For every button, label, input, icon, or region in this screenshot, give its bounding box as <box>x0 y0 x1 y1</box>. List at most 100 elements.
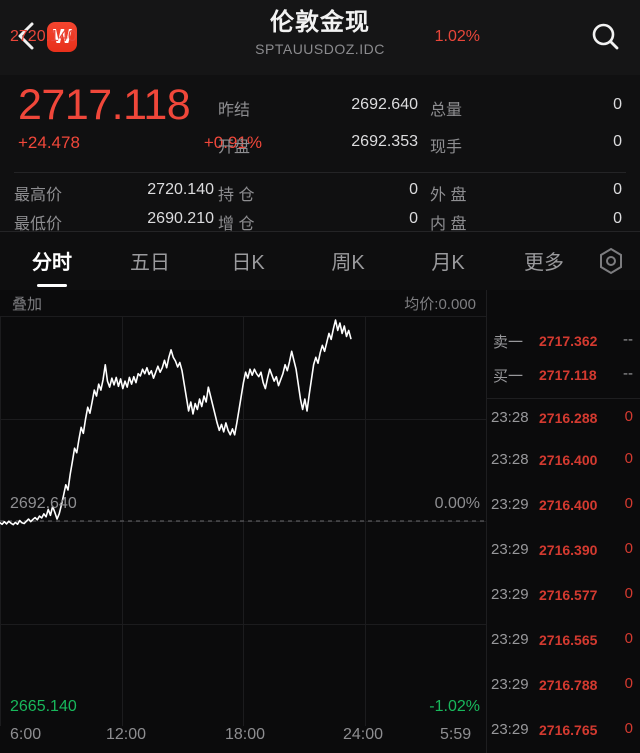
overlay-button[interactable]: 叠加 <box>12 296 43 313</box>
tick-time: 23:29 <box>491 496 529 513</box>
tick-time: 23:28 <box>491 451 529 468</box>
outer-volume-field: 外 盘 0 <box>430 181 622 204</box>
high-price-field: 最高价 2720.140 <box>14 181 214 204</box>
title-block: 伦敦金现 SPTAUUSDOZ.IDC <box>0 8 640 60</box>
average-price-label: 均价:0.000 <box>404 296 476 313</box>
app-header: W 伦敦金现 SPTAUUSDOZ.IDC <box>0 0 640 75</box>
tick-price: 2716.288 <box>539 410 598 426</box>
chart-low-percent-label: -1.02% <box>429 698 480 715</box>
low-price-field: 最低价 2690.210 <box>14 210 214 233</box>
low-price-value: 2690.210 <box>147 210 214 227</box>
total-volume-field: 总量 0 <box>430 96 622 119</box>
tab-more[interactable]: 更多 <box>512 246 576 275</box>
tick-volume: 0 <box>624 675 633 692</box>
tick-price: 2716.788 <box>539 677 598 693</box>
tab-five-day-label: 五日 <box>130 252 170 274</box>
tick-row[interactable]: 23:29 2716.565 0 <box>487 626 640 654</box>
open-field: 开盘 2692.353 <box>218 133 418 156</box>
tick-row[interactable]: 23:29 2716.577 0 <box>487 581 640 609</box>
intraday-chart[interactable]: 叠加 均价:0.000 <box>0 290 486 753</box>
page-subtitle-symbol: SPTAUUSDOZ.IDC <box>255 41 385 57</box>
back-chevron-icon[interactable] <box>14 19 40 53</box>
ask-price: 2717.362 <box>539 333 598 349</box>
x-tick-3: 24:00 <box>343 726 384 743</box>
chart-high-price-label: 2720.140 <box>10 28 77 45</box>
tick-time: 23:29 <box>491 631 529 648</box>
tick-volume: 0 <box>624 540 633 557</box>
tab-more-label: 更多 <box>524 252 564 274</box>
tick-time: 23:28 <box>491 409 529 426</box>
bid-row[interactable]: 买一 2717.118 -- <box>487 361 640 389</box>
current-volume-value: 0 <box>613 133 622 150</box>
tick-volume: 0 <box>624 408 633 425</box>
divider <box>487 398 640 399</box>
ask-row[interactable]: 卖一 2717.362 -- <box>487 327 640 355</box>
change-absolute: +24.478 <box>18 133 80 152</box>
tab-daily-k-label: 日K <box>231 252 265 274</box>
tab-five-day[interactable]: 五日 <box>118 246 182 275</box>
inner-volume-value: 0 <box>613 210 622 227</box>
current-volume-label: 现手 <box>430 139 463 156</box>
outer-volume-label: 外 盘 <box>430 187 467 204</box>
tick-volume: 0 <box>624 450 633 467</box>
chart-overlay-bar: 叠加 均价:0.000 <box>0 290 486 316</box>
holding-change-value: 0 <box>409 210 418 227</box>
tick-price: 2716.565 <box>539 632 598 648</box>
divider <box>0 231 640 232</box>
tick-time: 23:29 <box>491 721 529 738</box>
tick-volume: 0 <box>624 720 633 737</box>
tick-time: 23:29 <box>491 541 529 558</box>
tab-weekly-k[interactable]: 周K <box>316 246 380 275</box>
high-price-label: 最高价 <box>14 187 63 204</box>
ask-volume: -- <box>623 331 633 348</box>
low-price-label: 最低价 <box>14 216 63 233</box>
x-tick-2: 18:00 <box>225 726 266 743</box>
prev-close-label: 昨结 <box>218 102 251 119</box>
ask-label: 卖一 <box>493 334 524 351</box>
bid-price: 2717.118 <box>539 367 597 383</box>
tab-active-underline <box>37 284 67 287</box>
tab-fenshi[interactable]: 分时 <box>20 246 84 287</box>
quote-summary-panel: 2717.118 +24.478 +0.91% 昨结 2692.640 开盘 2… <box>0 75 640 233</box>
tick-row[interactable]: 23:28 2716.288 0 <box>487 404 640 432</box>
divider <box>14 172 626 173</box>
tick-volume: 0 <box>624 495 633 512</box>
tick-time: 23:29 <box>491 586 529 603</box>
tab-monthly-k-label: 月K <box>431 252 465 274</box>
page-title: 伦敦金现 <box>270 9 370 36</box>
x-tick-1: 12:00 <box>106 726 147 743</box>
bid-volume: -- <box>623 365 633 382</box>
holding-value: 0 <box>409 181 418 198</box>
outer-volume-value: 0 <box>613 181 622 198</box>
hexagon-settings-icon[interactable] <box>594 244 628 278</box>
tick-row[interactable]: 23:29 2716.765 0 <box>487 716 640 744</box>
open-value: 2692.353 <box>351 133 418 150</box>
tick-row[interactable]: 23:29 2716.390 0 <box>487 536 640 564</box>
open-label: 开盘 <box>218 139 251 156</box>
chart-mid-percent-label: 0.00% <box>434 495 480 512</box>
tick-row[interactable]: 23:29 2716.788 0 <box>487 671 640 699</box>
tick-row[interactable]: 23:28 2716.400 0 <box>487 446 640 474</box>
tick-price: 2716.390 <box>539 542 598 558</box>
bid-label: 买一 <box>493 368 524 385</box>
high-price-value: 2720.140 <box>147 181 214 198</box>
total-volume-label: 总量 <box>430 102 463 119</box>
app-logo[interactable]: W <box>47 22 77 52</box>
tick-row[interactable]: 23:29 2716.400 0 <box>487 491 640 519</box>
x-tick-4: 5:59 <box>440 726 472 743</box>
x-tick-0: 6:00 <box>10 726 42 743</box>
chart-high-percent-label: 1.02% <box>434 28 480 45</box>
chart-plot-area[interactable] <box>0 316 486 726</box>
holding-change-field: 增 仓 0 <box>218 210 418 233</box>
order-book-panel[interactable]: 卖一 2717.362 -- 买一 2717.118 -- 23:28 2716… <box>486 290 640 753</box>
chart-low-price-label: 2665.140 <box>10 698 77 715</box>
search-icon[interactable] <box>588 19 624 55</box>
tab-weekly-k-label: 周K <box>331 252 365 274</box>
tab-daily-k[interactable]: 日K <box>216 246 280 275</box>
inner-volume-field: 内 盘 0 <box>430 210 622 233</box>
tab-monthly-k[interactable]: 月K <box>416 246 480 275</box>
total-volume-value: 0 <box>613 96 622 113</box>
tick-volume: 0 <box>624 585 633 602</box>
tick-price: 2716.577 <box>539 587 598 603</box>
